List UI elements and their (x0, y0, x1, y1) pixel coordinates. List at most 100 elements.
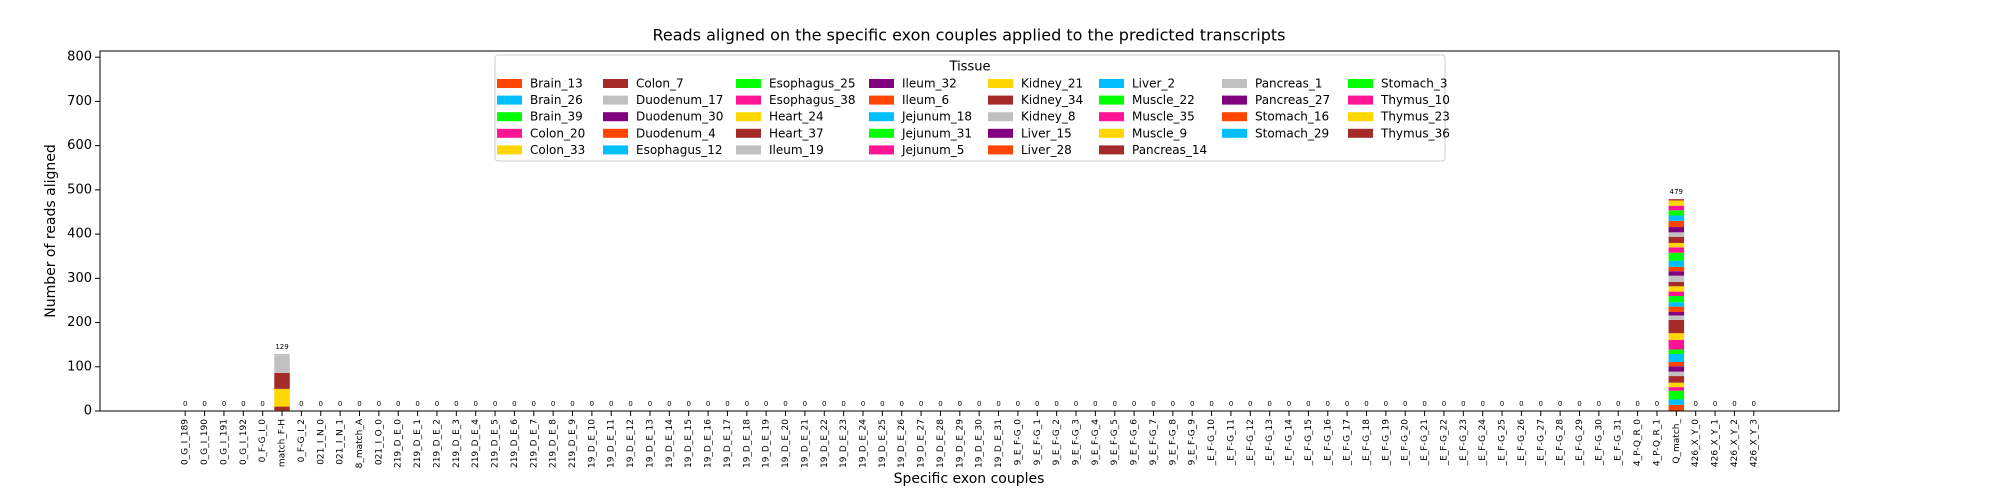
total-label: 0 (1267, 400, 1271, 408)
legend-swatch (988, 79, 1013, 88)
total-label: 0 (1113, 400, 1117, 408)
x-tick-label: _E_F-G_16 (1323, 419, 1333, 467)
legend-label: Stomach_16 (1255, 110, 1329, 124)
y-tick-label: 400 (67, 227, 92, 242)
x-tick-label: _E_F-G_25 (1498, 419, 1508, 466)
total-label: 0 (1577, 400, 1581, 408)
legend-swatch (497, 95, 522, 105)
x-tick-label: 426_X_Y_3 (1749, 419, 1759, 467)
total-label: 0 (319, 400, 323, 408)
bar-segment (1668, 306, 1685, 312)
y-tick-label: 300 (67, 271, 92, 286)
chart-title: Reads aligned on the specific exon coupl… (652, 26, 1285, 45)
bar-segment (1668, 291, 1685, 297)
total-label: 0 (1209, 400, 1213, 408)
legend-label: Colon_33 (530, 143, 585, 157)
x-tick-label: 19_D_E_12 (626, 419, 636, 468)
bar-segment (1668, 387, 1685, 391)
legend-label: Thymus_10 (1380, 93, 1450, 107)
bar-segment (1668, 210, 1685, 216)
legend-swatch (1099, 128, 1124, 138)
x-tick-label: 9_E_F-G_7 (1149, 419, 1159, 465)
legend-label: Muscle_9 (1132, 126, 1187, 140)
legend-label: Heart_24 (769, 110, 824, 124)
bar-segment (1668, 266, 1685, 272)
x-tick-label: _E_F-G_30 (1594, 419, 1604, 467)
total-label: 0 (551, 400, 555, 408)
total-label: 0 (1693, 400, 1697, 408)
total-label: 0 (1732, 400, 1736, 408)
total-label: 0 (396, 400, 400, 408)
legend-label: Pancreas_27 (1255, 93, 1330, 107)
total-label: 0 (1752, 400, 1756, 408)
legend-swatch (1222, 79, 1247, 88)
bar-segment (1668, 349, 1685, 354)
x-tick-label: 19_D_E_29 (955, 419, 965, 468)
bar-segment (1668, 242, 1685, 248)
legend-swatch (1099, 79, 1124, 88)
bar-segment (274, 406, 290, 411)
x-tick-label: 19_D_E_26 (897, 419, 907, 468)
x-tick-label: _E_F-G_15 (1304, 419, 1314, 466)
x-tick-label: 19_D_E_16 (704, 419, 714, 468)
x-tick-label: 9_E_F-G_5 (1110, 419, 1120, 465)
total-label: 0 (880, 400, 884, 408)
bar-segment (1668, 271, 1685, 276)
total-label: 0 (357, 400, 361, 408)
total-label: 0 (1151, 400, 1155, 408)
bar-segment (1668, 319, 1685, 334)
legend-label: Pancreas_1 (1255, 77, 1323, 91)
total-label: 0 (570, 400, 574, 408)
bar-segment (1668, 260, 1685, 267)
legend-swatch (988, 112, 1013, 122)
total-label: 0 (667, 400, 671, 408)
legend-swatch (497, 112, 522, 122)
x-tick-label: _E_F-G_19 (1381, 419, 1391, 467)
bar-segment (1668, 399, 1685, 405)
total-label: 0 (764, 400, 768, 408)
x-tick-label: 19_D_E_14 (665, 419, 675, 468)
legend-label: Brain_26 (530, 93, 583, 107)
legend-swatch (869, 145, 894, 155)
bar-segment (1668, 199, 1685, 201)
x-tick-label: 219_D_E_0 (394, 419, 404, 468)
bar-segment (1668, 286, 1685, 292)
bar-segment (1668, 247, 1685, 253)
legend-swatch (1222, 112, 1247, 122)
legend-label: Colon_7 (636, 77, 684, 91)
total-label: 0 (590, 400, 594, 408)
legend-swatch (736, 145, 761, 155)
y-tick-label: 600 (67, 138, 92, 153)
total-label: 0 (803, 400, 807, 408)
legend-swatch (1348, 79, 1373, 88)
legend-frame (494, 54, 1446, 162)
bar-segment (1668, 371, 1685, 377)
x-tick-label: _E_F-G_31 (1614, 419, 1624, 466)
legend-swatch (736, 112, 761, 122)
total-label: 0 (1326, 400, 1330, 408)
total-label: 0 (919, 400, 923, 408)
legend-label: Esophagus_38 (769, 93, 856, 107)
x-tick-label: 9_E_F-G_3 (1072, 419, 1082, 465)
x-tick-label: 19_D_E_19 (762, 419, 772, 468)
bar-segment (274, 353, 290, 356)
bar-segment (1668, 205, 1685, 211)
bar-segment (1668, 315, 1685, 320)
legend-swatch (1348, 128, 1373, 138)
y-tick-label: 100 (67, 359, 92, 374)
legend-swatch (1099, 112, 1124, 122)
x-tick-label: 219_D_E_4 (471, 419, 481, 468)
total-label: 0 (822, 400, 826, 408)
total-label: 0 (725, 400, 729, 408)
x-tick-label: 0_F-G_I_0 (258, 419, 268, 463)
x-tick-label: 0_G_I_190 (200, 419, 210, 465)
bar-segment (1668, 220, 1685, 228)
legend-label: Thymus_23 (1380, 110, 1450, 124)
bar-segment (1668, 339, 1685, 350)
legend-label: Ileum_32 (902, 77, 957, 91)
x-tick-label: 4_P-Q_R_1 (1652, 419, 1662, 466)
legend-swatch (603, 95, 628, 105)
x-tick-label: _E_F-G_24 (1478, 419, 1488, 467)
legend-swatch (869, 112, 894, 122)
legend-swatch (603, 145, 628, 155)
